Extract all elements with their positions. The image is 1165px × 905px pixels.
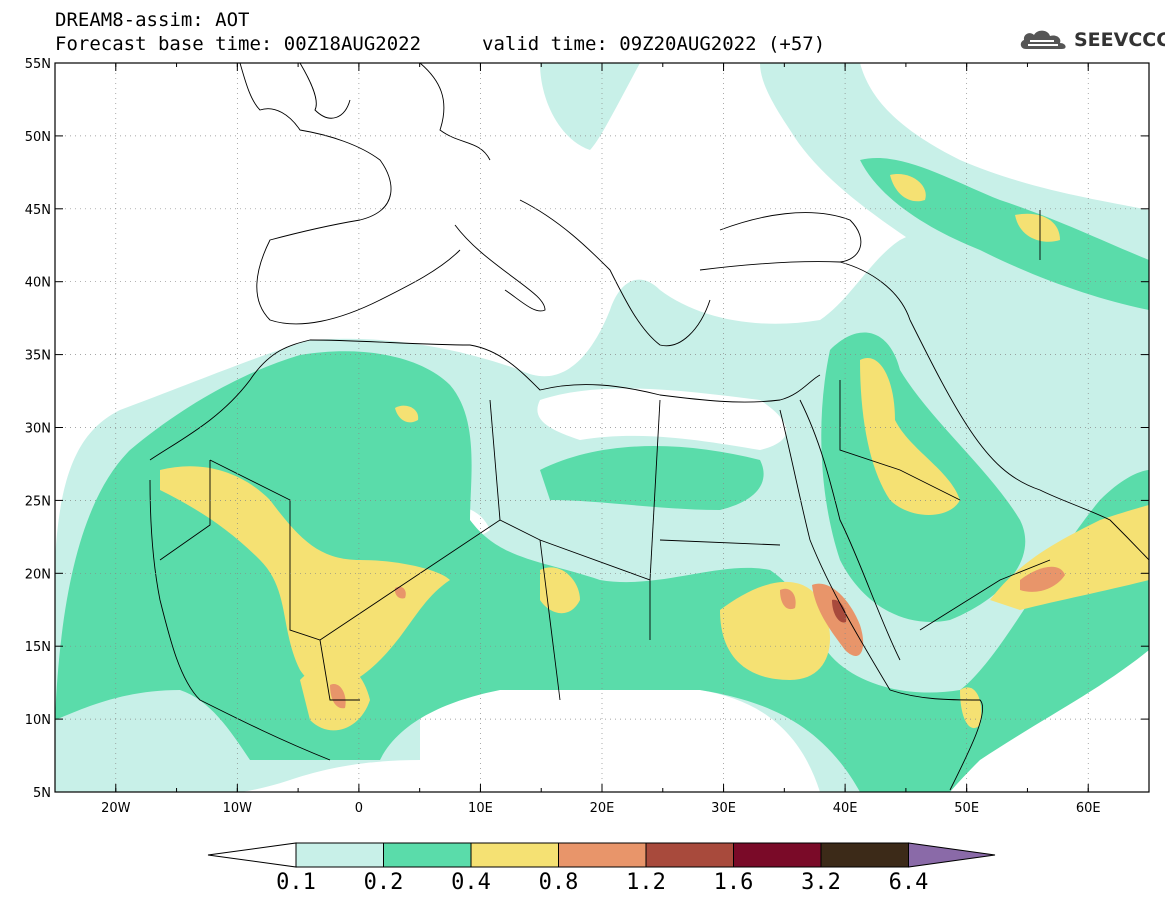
logo-text: SEEVCCC bbox=[1074, 29, 1165, 51]
lon-label: 40E bbox=[833, 801, 858, 816]
colorbar-label: 0.1 bbox=[276, 870, 316, 895]
lon-label: 60E bbox=[1076, 801, 1101, 816]
colorbar-box bbox=[733, 842, 822, 868]
colorbar-label: 0.8 bbox=[538, 870, 579, 895]
colorbar-box bbox=[295, 842, 384, 868]
longitude-labels: 20W 10W 0 10E 20E 30E 40E 50E 60E bbox=[101, 801, 1101, 816]
lat-label: 30N bbox=[25, 422, 51, 437]
colorbar-arrow-low bbox=[207, 842, 297, 868]
aot-band-0.4 bbox=[160, 466, 450, 689]
lat-label: 15N bbox=[25, 640, 51, 655]
colorbar-box bbox=[645, 842, 734, 868]
lat-label: 50N bbox=[25, 130, 51, 145]
aot-band-0.2-libya bbox=[540, 446, 764, 510]
colorbar-label: 6.4 bbox=[888, 870, 929, 895]
colorbar-box bbox=[383, 842, 472, 868]
coastlines bbox=[149, 63, 1149, 791]
lon-label: 0 bbox=[355, 801, 363, 816]
aot-band-0.2-caspian bbox=[860, 158, 1149, 310]
colorbar-label: 1.2 bbox=[626, 870, 666, 895]
aot-band-0.4-chad bbox=[540, 567, 580, 614]
lat-label: 5N bbox=[33, 786, 51, 801]
axis-ticks bbox=[54, 62, 1150, 793]
colorbar-label: 0.4 bbox=[451, 870, 491, 895]
colorbar-label: 3.2 bbox=[801, 870, 841, 895]
lon-label: 30E bbox=[711, 801, 736, 816]
colorbar-label: 0.2 bbox=[363, 870, 404, 895]
lat-label: 45N bbox=[25, 203, 51, 218]
title-line-2: Forecast base time: 00Z18AUG2022 bbox=[55, 33, 422, 55]
lon-label: 50E bbox=[954, 801, 979, 816]
lon-label: 20W bbox=[101, 801, 131, 816]
colorbar-box bbox=[820, 842, 909, 868]
cloud-icon bbox=[1020, 30, 1066, 49]
colorbar-box bbox=[470, 842, 559, 868]
latitude-labels: 55N 50N 45N 40N 35N 30N 25N 20N 15N 10N 5N bbox=[25, 57, 51, 801]
lon-label: 10E bbox=[468, 801, 493, 816]
lat-label: 40N bbox=[25, 276, 51, 291]
colorbar-label: 1.6 bbox=[713, 870, 754, 895]
aot-band-0.4-sudan bbox=[720, 581, 830, 680]
aot-band-0.4-caspian bbox=[890, 174, 926, 202]
colorbar bbox=[207, 842, 996, 868]
title-line-1: DREAM8-assim: AOT bbox=[55, 9, 250, 31]
colorbar-box bbox=[558, 842, 647, 868]
lon-label: 10W bbox=[223, 801, 253, 816]
lat-label: 55N bbox=[25, 57, 51, 72]
valid-time: valid time: 09Z20AUG2022 (+57) bbox=[482, 33, 826, 55]
aot-band-0.4-arabia bbox=[860, 358, 960, 515]
lat-label: 25N bbox=[25, 494, 51, 509]
aot-band-1.2 bbox=[832, 599, 847, 623]
lat-label: 20N bbox=[25, 567, 51, 582]
lon-label: 20E bbox=[590, 801, 615, 816]
lat-label: 10N bbox=[25, 713, 51, 728]
aot-contours bbox=[55, 63, 1149, 792]
colorbar-arrow-high bbox=[908, 842, 996, 868]
lat-label: 35N bbox=[25, 349, 51, 364]
aot-band-0.1-north bbox=[540, 63, 640, 150]
aot-band-0.8 bbox=[812, 583, 864, 656]
seevccc-logo: SEEVCCC bbox=[1018, 27, 1165, 53]
